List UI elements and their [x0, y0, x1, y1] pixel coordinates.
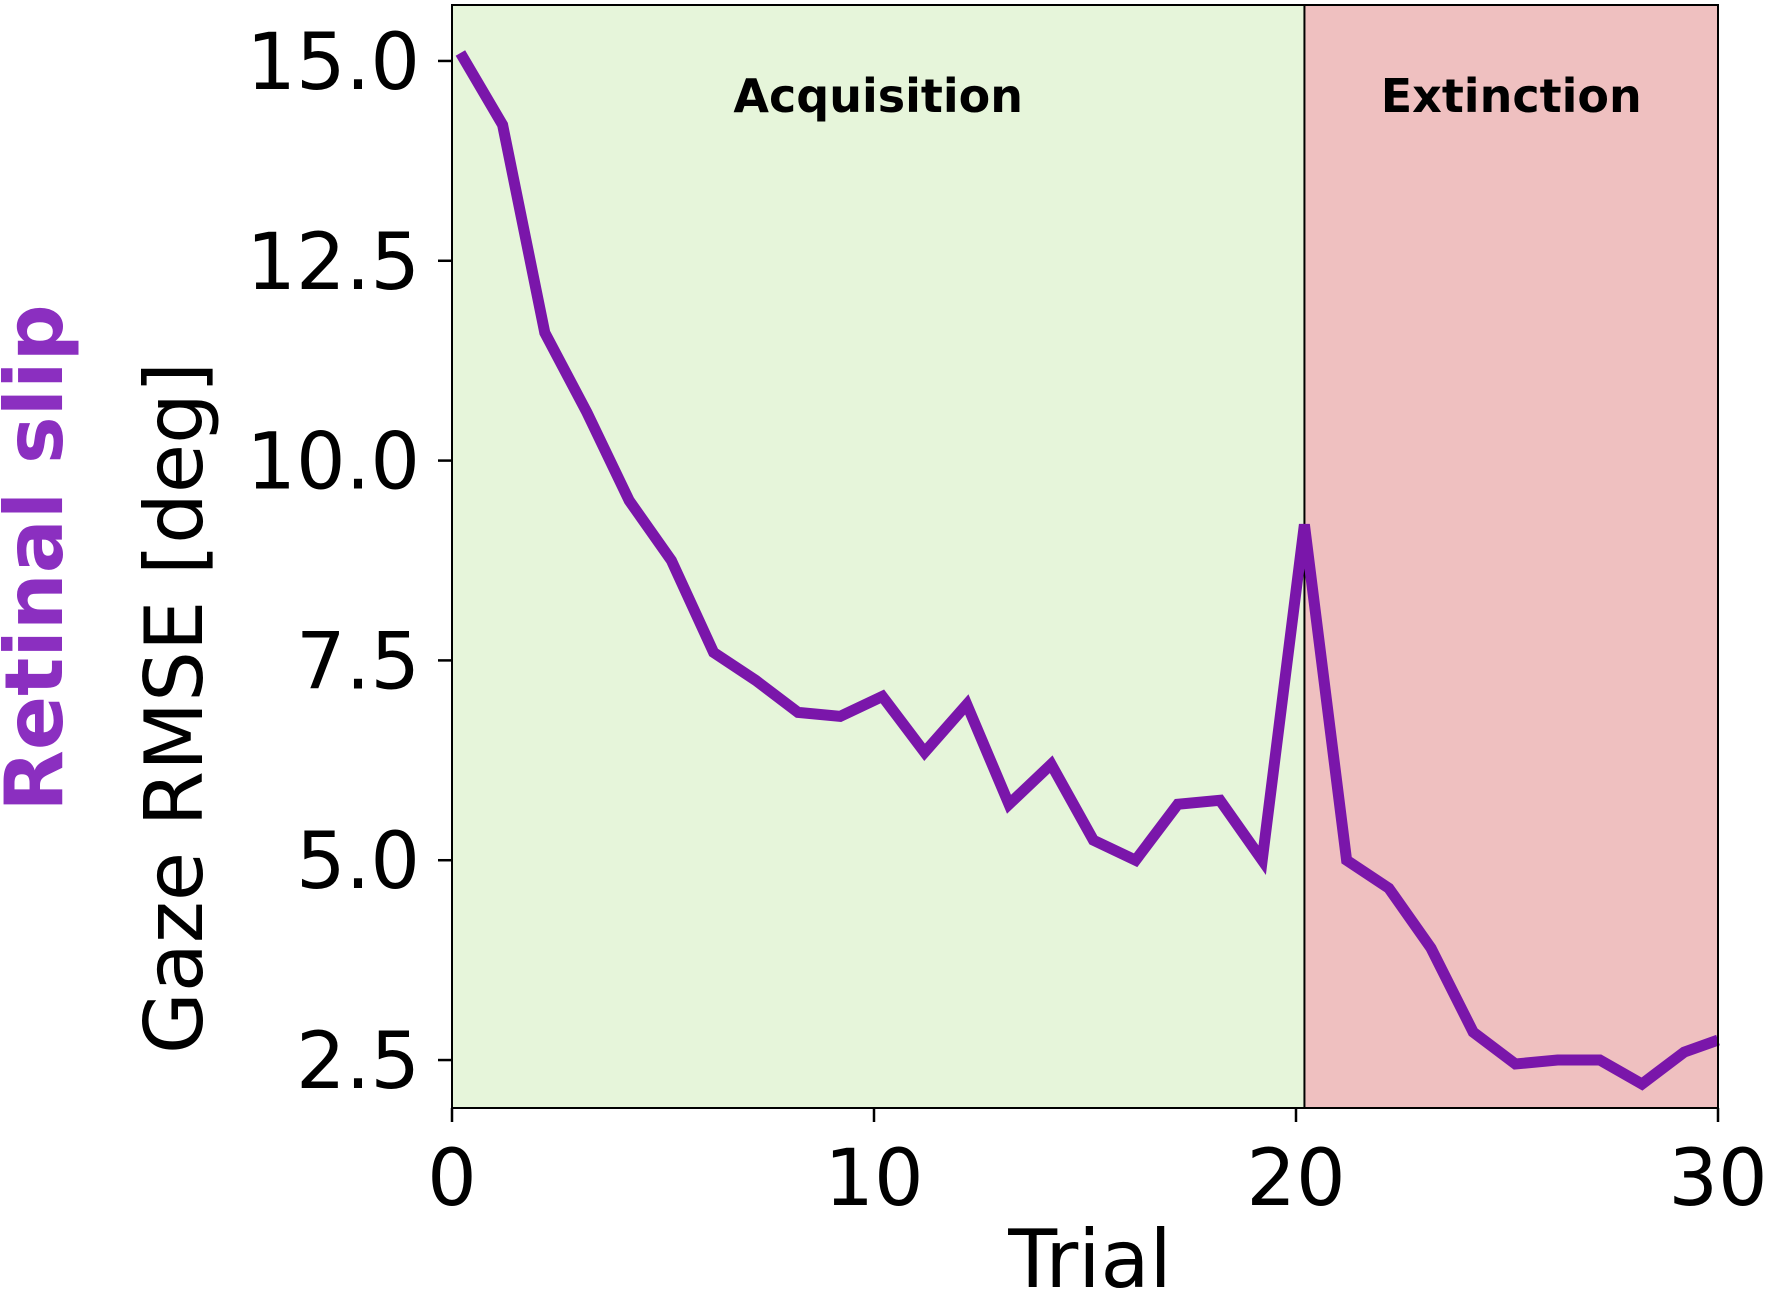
x-tick-label: 0: [427, 1134, 477, 1224]
x-tick-label: 20: [1246, 1134, 1345, 1224]
y-axis-title-retinal-slip: Retinal slip: [0, 304, 81, 811]
y-tick-label: 7.5: [296, 617, 420, 707]
y-axis-ticks: 2.5 5.0 7.5 10.0 12.5 15.0: [246, 18, 452, 1107]
x-tick-label: 10: [824, 1134, 923, 1224]
phase-regions: [452, 5, 1718, 1108]
x-tick-label: 30: [1668, 1134, 1766, 1224]
series-line: [455, 50, 1720, 1091]
y-tick-label: 2.5: [296, 1017, 420, 1107]
x-axis-ticks: 0 10 20 30: [427, 1108, 1766, 1224]
y-tick-label: 5.0: [296, 817, 420, 907]
x-axis-title: Trial: [1007, 1213, 1171, 1302]
y-tick-label: 15.0: [246, 18, 420, 108]
phase-labels: Acquisition Extinction: [733, 69, 1641, 123]
y-tick-label: 10.0: [246, 418, 420, 508]
plot-frame: [451, 4, 1719, 1109]
y-axis-title: Gaze RMSE [deg]: [128, 362, 221, 1054]
y-tick-label: 12.5: [246, 218, 420, 308]
phase-label-acquisition: Acquisition: [733, 69, 1023, 123]
region-extinction: [1304, 5, 1718, 1108]
phase-label-extinction: Extinction: [1381, 69, 1642, 123]
region-acquisition: [452, 5, 1305, 1108]
